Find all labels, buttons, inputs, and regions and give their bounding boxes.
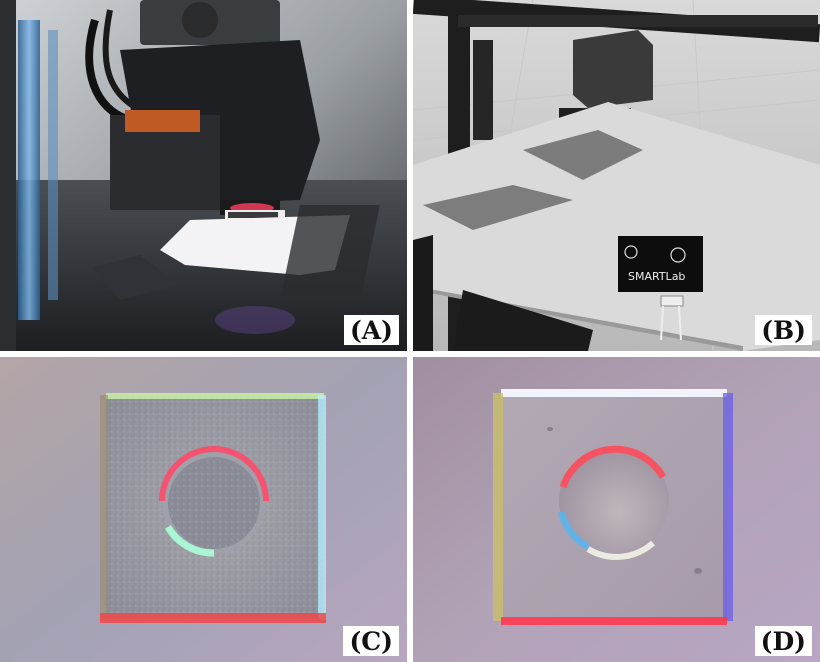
panel-c-printed-part-closeup: (C) — [0, 357, 407, 662]
panel-b-label: (B) — [755, 314, 812, 345]
printed-part-real-illustration — [0, 357, 407, 662]
simulation-render-illustration: SMARTLab — [413, 0, 820, 351]
panel-c-label: (C) — [343, 625, 399, 656]
panel-a-printer-photo: (A) — [0, 0, 407, 351]
printer-photo-illustration — [0, 0, 407, 351]
printed-part-simulated-illustration — [413, 357, 820, 662]
panel-d-simulated-part-closeup: (D) — [413, 357, 820, 662]
panel-a-label: (A) — [343, 314, 399, 345]
panel-b-simulation-render: SMARTLab (B) — [413, 0, 820, 351]
panel-d-label: (D) — [754, 625, 812, 656]
smartlab-sign — [618, 236, 703, 292]
smartlab-sign-text: SMARTLab — [628, 270, 685, 283]
